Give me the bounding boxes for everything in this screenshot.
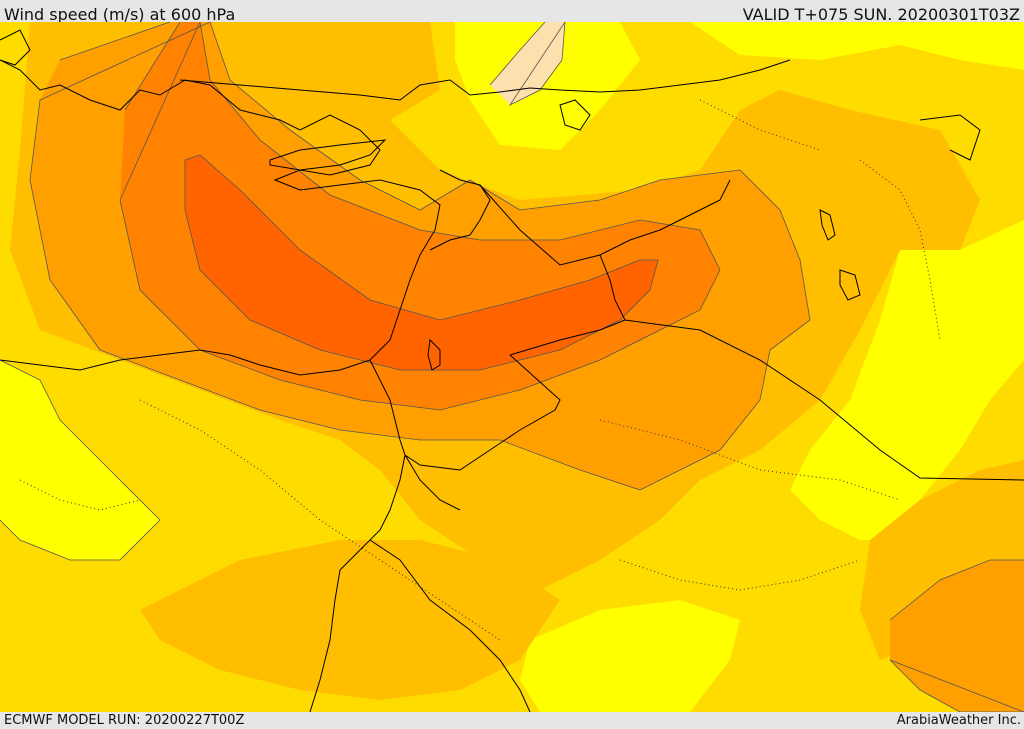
credit-label: ArabiaWeather Inc.: [896, 713, 1021, 728]
header-bar: Wind speed (m/s) at 600 hPa VALID T+075 …: [0, 0, 1024, 24]
shading-max: [185, 155, 658, 370]
map-title: Wind speed (m/s) at 600 hPa: [4, 5, 236, 24]
coastlines: [0, 29, 981, 712]
shading-moderate-south: [140, 540, 560, 700]
shading-light-south: [520, 600, 740, 712]
shading-very-light-north: [490, 22, 565, 105]
country-borders: [179, 59, 1024, 481]
dotted-contours: [19, 99, 941, 641]
shading-light-north: [455, 22, 640, 150]
wind-speed-map[interactable]: [0, 22, 1024, 712]
shading-elevated-southeast: [890, 560, 1024, 712]
model-run-label: ECMWF MODEL RUN: 20200227T00Z: [4, 713, 245, 728]
shading-moderate-east: [860, 460, 1024, 660]
valid-time-label: VALID T+075 SUN. 20200301T03Z: [742, 5, 1020, 24]
shading-light-east-band: [790, 220, 1024, 540]
shading-light-northeast: [690, 22, 1024, 70]
contour-lines: [0, 22, 1024, 712]
footer-bar: ECMWF MODEL RUN: 20200227T00Z ArabiaWeat…: [0, 712, 1024, 729]
shading-light-west: [0, 360, 160, 560]
